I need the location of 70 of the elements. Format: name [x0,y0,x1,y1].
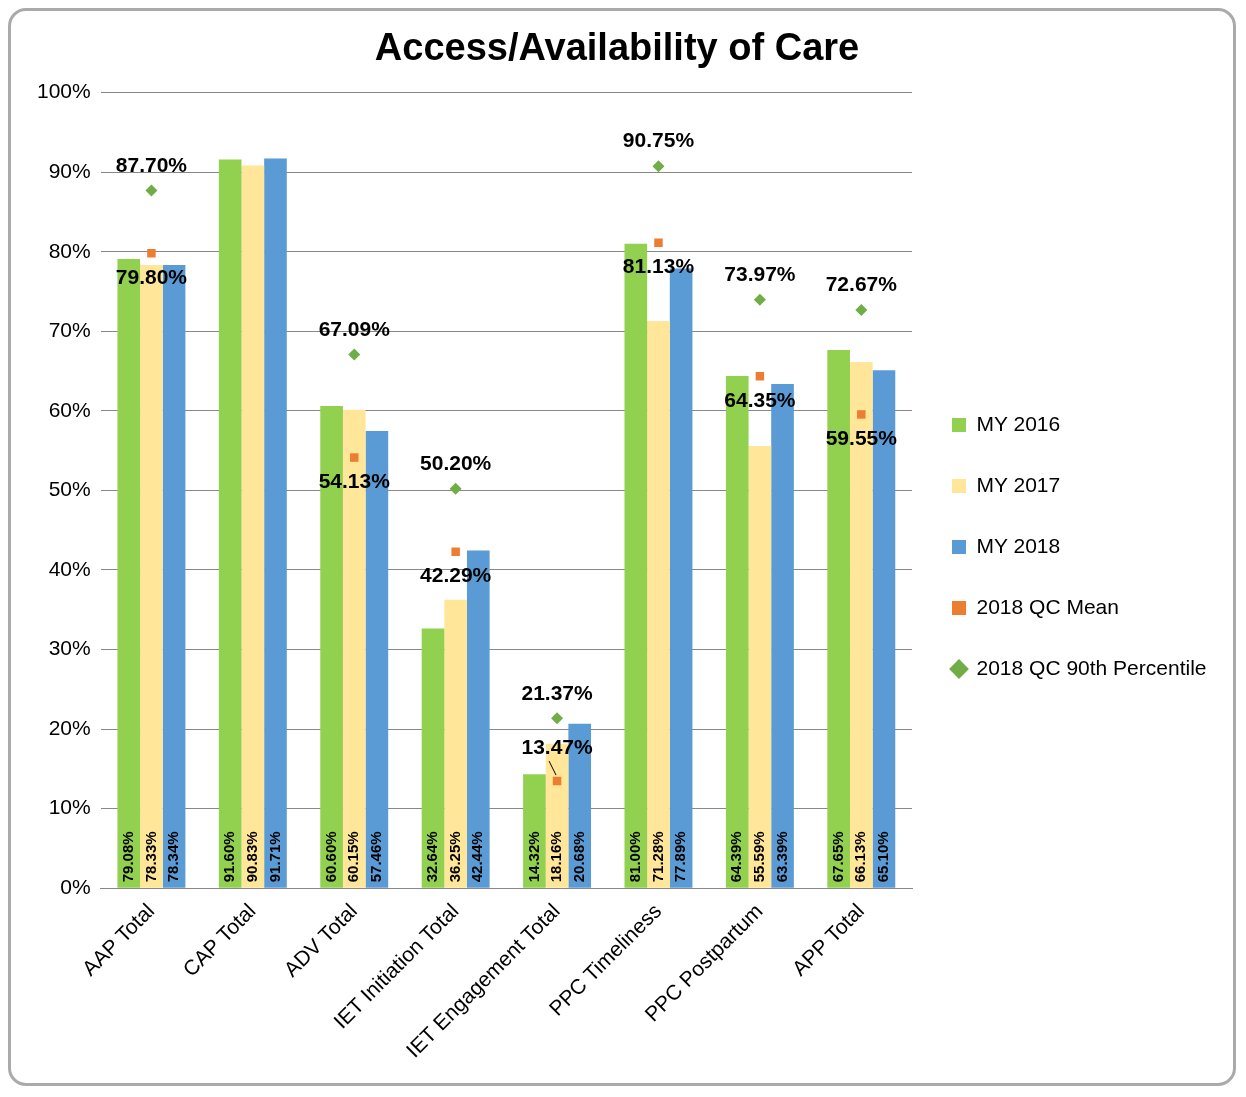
data-label: 67.09% [318,316,391,340]
data-label: 78.34% [164,831,182,883]
legend-label: 2018 QC Mean [976,594,1119,618]
bar [264,158,287,888]
data-label: 20.68% [569,831,587,883]
data-label: 77.89% [671,831,689,883]
data-label: 54.13% [318,468,391,492]
data-label: 63.39% [772,831,790,883]
data-label: 59.55% [825,425,898,449]
data-label: 14.32% [524,831,542,883]
data-label: 60.60% [321,831,339,883]
legend-label: 2018 QC 90th Percentile [976,655,1207,679]
data-label: 66.13% [851,831,869,883]
data-label: 65.10% [874,831,892,883]
data-label: 91.60% [220,831,238,883]
y-tick-label: 0% [60,875,91,899]
bar [748,445,772,888]
data-label: 90.83% [242,831,260,883]
point [348,348,361,361]
data-label: 36.25% [445,831,463,883]
data-label: 79.80% [115,264,188,288]
point [551,712,564,725]
y-tick-label: 20% [48,715,91,739]
data-label: 32.64% [423,831,441,883]
bar [421,628,445,888]
point [147,249,156,258]
data-label: 90.75% [622,128,695,152]
point [753,293,766,306]
data-label: 81.00% [625,831,643,883]
y-tick-label: 50% [48,477,91,501]
data-label: 73.97% [724,262,796,286]
bar [444,599,467,888]
data-label: 50.20% [420,451,492,475]
data-label: 18.16% [547,831,565,883]
data-label: 71.28% [648,831,666,883]
chart-title: Access/Availability of Care [374,26,860,69]
y-tick-label: 30% [48,636,91,660]
y-tick-label: 60% [48,397,91,421]
data-label: 79.08% [118,831,136,883]
y-tick-label: 80% [48,238,91,262]
legend-label: MY 2017 [976,472,1061,496]
data-label: 67.65% [828,831,846,883]
bar [218,159,242,888]
data-label: 87.70% [115,152,188,176]
data-label: 78.33% [141,831,159,883]
bar [241,165,265,888]
bar [647,321,670,888]
point [451,547,460,557]
data-label: 55.59% [750,831,768,883]
point [654,238,663,247]
y-tick-label: 100% [36,79,91,103]
data-label: 42.44% [468,831,486,883]
data-label: 91.71% [265,831,283,883]
data-label: 21.37% [521,680,593,704]
data-label: 64.39% [727,831,745,883]
data-label: 60.15% [344,831,362,883]
point [652,160,665,173]
legend-label: MY 2018 [976,533,1061,557]
point [857,410,866,419]
point [145,184,158,197]
y-tick-label: 40% [48,556,91,580]
point [449,482,462,495]
point [855,304,868,317]
y-tick-label: 10% [48,795,91,819]
point [350,453,359,462]
y-tick-label: 70% [48,318,91,342]
data-label: 72.67% [825,272,898,296]
data-label: 57.46% [367,831,385,883]
y-tick-label: 90% [48,158,91,182]
legend-label: MY 2016 [976,411,1061,435]
